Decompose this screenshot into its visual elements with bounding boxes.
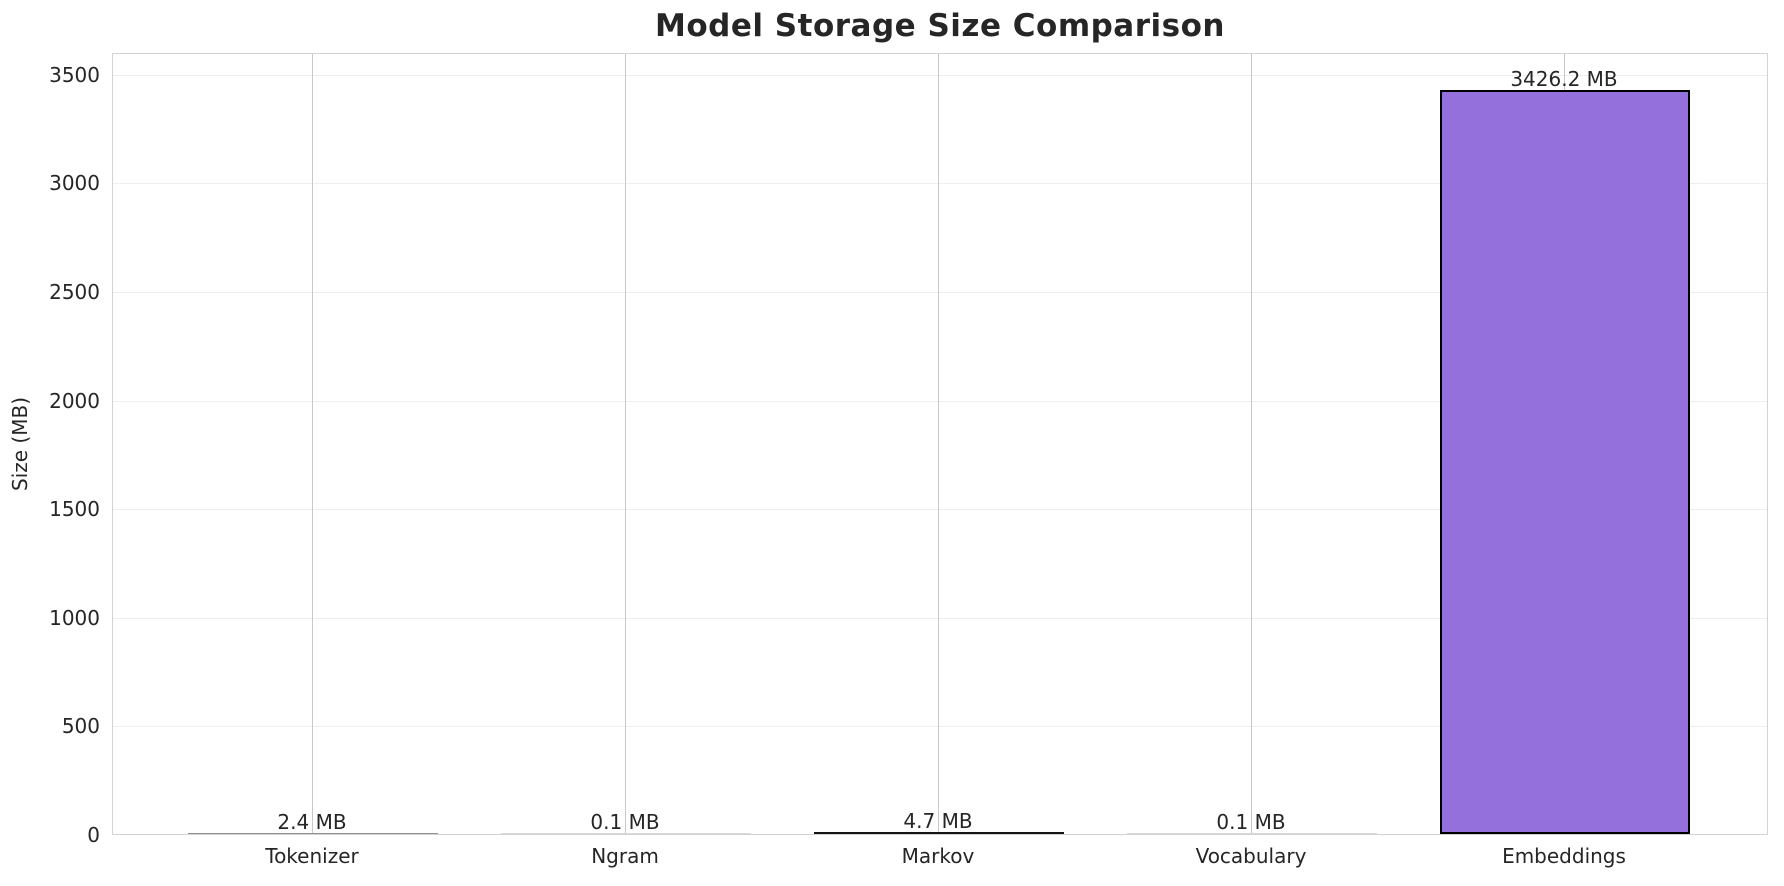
x-axis-tick-label: Markov <box>901 844 975 868</box>
y-axis-tick-label: 2000 <box>49 388 100 413</box>
vertical-gridline <box>1251 54 1252 834</box>
bar-value-label: 4.7 MB <box>903 809 973 833</box>
x-axis-tick-label: Ngram <box>591 844 659 868</box>
bar-vocabulary <box>1127 833 1377 834</box>
bar-value-label: 2.4 MB <box>277 810 347 834</box>
chart-title: Model Storage Size Comparison <box>655 8 1225 44</box>
horizontal-gridline <box>113 291 1767 293</box>
horizontal-gridline <box>113 183 1767 185</box>
x-axis-tick-label: Vocabulary <box>1195 844 1307 868</box>
y-axis-tick-label: 3500 <box>49 62 100 87</box>
horizontal-gridline <box>113 509 1767 511</box>
bar-value-label: 3426.2 MB <box>1510 67 1618 91</box>
x-axis-tick-label: Embeddings <box>1502 844 1626 868</box>
y-axis-tick-label: 0 <box>87 823 100 847</box>
horizontal-gridline <box>113 617 1767 619</box>
bar-markov <box>814 832 1064 834</box>
y-axis-tick-label: 3000 <box>49 171 100 196</box>
horizontal-gridline <box>113 74 1767 76</box>
y-axis-tick-label: 1500 <box>49 497 100 522</box>
y-axis-tick-label: 2500 <box>49 279 100 304</box>
y-axis-tick-label: 1000 <box>49 605 100 630</box>
y-axis-tick-label: 500 <box>61 714 100 739</box>
horizontal-gridline <box>113 726 1767 728</box>
bar-tokenizer <box>188 833 438 834</box>
x-axis-tick-label: Tokenizer <box>265 844 359 868</box>
vertical-gridline <box>625 54 626 834</box>
bar-embeddings <box>1440 90 1690 834</box>
plot-area <box>112 53 1768 835</box>
bar-value-label: 0.1 MB <box>1216 810 1286 834</box>
vertical-gridline <box>938 54 939 834</box>
horizontal-gridline <box>113 400 1767 402</box>
vertical-gridline <box>312 54 313 834</box>
bar-value-label: 0.1 MB <box>590 810 660 834</box>
bar-ngram <box>501 833 751 834</box>
